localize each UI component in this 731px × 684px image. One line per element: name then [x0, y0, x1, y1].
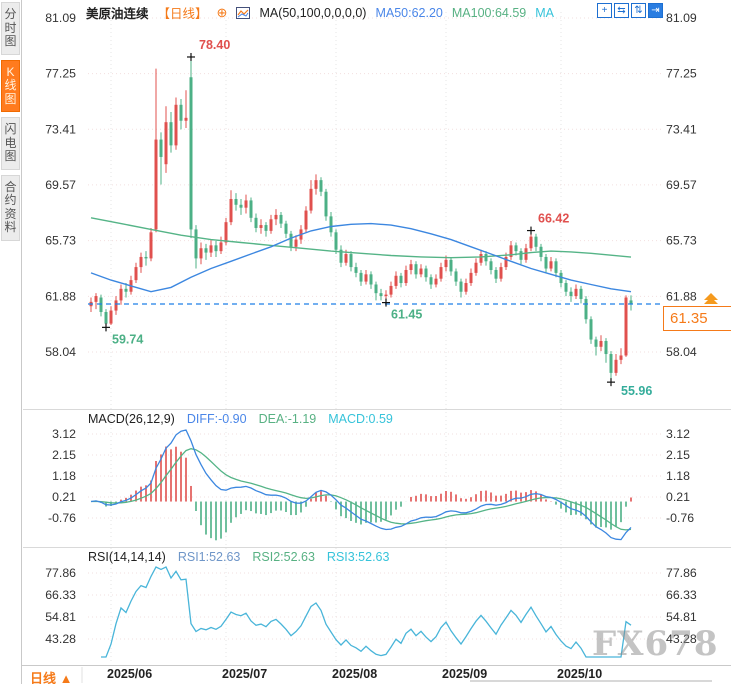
svg-text:69.57: 69.57 [666, 178, 697, 192]
time-axis-bar [0, 665, 731, 684]
svg-text:1.18: 1.18 [666, 469, 690, 483]
rsi2-value: RSI2:52.63 [252, 550, 315, 564]
svg-text:77.86: 77.86 [45, 566, 76, 580]
svg-text:2025/10: 2025/10 [557, 667, 602, 681]
svg-text:77.25: 77.25 [666, 67, 697, 81]
sidebar-tab-lightning[interactable]: 闪电图 [1, 117, 20, 170]
macd-header: MACD(26,12,9) DIFF:-0.90 DEA:-1.19 MACD:… [88, 412, 393, 426]
ma50-value: MA50:62.20 [375, 5, 443, 20]
rsi-header: RSI(14,14,14) RSI1:52.63 RSI2:52.63 RSI3… [88, 550, 389, 564]
svg-text:61.88: 61.88 [666, 289, 697, 303]
ma-more-label: MA [535, 5, 554, 20]
svg-text:65.73: 65.73 [45, 234, 76, 248]
sidebar-tab-kline[interactable]: K线图 [1, 59, 20, 112]
svg-text:1.18: 1.18 [52, 469, 76, 483]
last-price-tag: 61.35 [663, 306, 731, 331]
svg-text:3.12: 3.12 [52, 427, 76, 441]
svg-text:2025/09: 2025/09 [442, 667, 487, 681]
macd-dea-value: DEA:-1.19 [258, 412, 317, 426]
rsi-title[interactable]: RSI(14,14,14) [88, 550, 166, 564]
sidebar-tab-contract-info[interactable]: 合约资料 [1, 174, 20, 241]
go-to-latest-icon[interactable]: ⇥ [648, 3, 663, 18]
svg-text:81.09: 81.09 [666, 11, 697, 25]
svg-text:-0.76: -0.76 [666, 511, 694, 525]
svg-text:-0.76: -0.76 [48, 511, 76, 525]
ma100-value: MA100:64.59 [451, 5, 527, 20]
svg-text:61.45: 61.45 [391, 308, 422, 322]
svg-text:78.40: 78.40 [199, 38, 230, 52]
svg-text:66.33: 66.33 [45, 588, 76, 602]
svg-text:66.33: 66.33 [666, 588, 697, 602]
period-selector[interactable]: 【日线】 [157, 7, 208, 21]
svg-text:2025/06: 2025/06 [107, 667, 152, 681]
svg-text:2025/08: 2025/08 [332, 667, 377, 681]
fit-vertical-icon[interactable]: ⇅ [631, 3, 646, 18]
macd-hist-value: MACD:0.59 [328, 412, 393, 426]
period-tab-daily[interactable]: 日线 ▲ [30, 671, 73, 684]
svg-text:2.15: 2.15 [666, 448, 690, 462]
svg-text:58.04: 58.04 [666, 345, 697, 359]
chart-header: 美原油连续 【日线】 ⊕ MA(50,100,0,0,0,0) MA50:62.… [86, 3, 554, 22]
svg-text:2.15: 2.15 [52, 448, 76, 462]
svg-text:65.73: 65.73 [666, 234, 697, 248]
svg-text:2025/07: 2025/07 [222, 667, 267, 681]
symbol-name: 美原油连续 [86, 7, 149, 21]
macd-diff-value: DIFF:-0.90 [186, 412, 247, 426]
svg-text:43.28: 43.28 [45, 632, 76, 646]
svg-text:77.86: 77.86 [666, 566, 697, 580]
chart-toolbar: + ⇆ ⇅ ⇥ [597, 3, 663, 18]
svg-text:3.12: 3.12 [666, 427, 690, 441]
rsi1-value: RSI1:52.63 [177, 550, 241, 564]
svg-text:54.81: 54.81 [666, 610, 697, 624]
svg-text:61.88: 61.88 [45, 289, 76, 303]
price-alert-arrow-icon[interactable] [704, 293, 718, 304]
svg-text:69.57: 69.57 [45, 178, 76, 192]
svg-text:77.25: 77.25 [45, 67, 76, 81]
sidebar-tab-timeshare[interactable]: 分时图 [1, 2, 20, 55]
chart-type-sidebar: 分时图 K线图 闪电图 合约资料 [0, 0, 22, 684]
ma-settings-label[interactable]: MA(50,100,0,0,0,0) [259, 5, 367, 20]
svg-text:55.96: 55.96 [621, 384, 652, 398]
rsi3-value: RSI3:52.63 [326, 550, 390, 564]
fit-horizontal-icon[interactable]: ⇆ [614, 3, 629, 18]
svg-text:43.28: 43.28 [666, 632, 697, 646]
svg-text:0.21: 0.21 [666, 490, 690, 504]
svg-text:81.09: 81.09 [45, 11, 76, 25]
pan-crosshair-icon[interactable]: + [597, 3, 612, 18]
svg-text:54.81: 54.81 [45, 610, 76, 624]
add-indicator-icon[interactable]: ⊕ [216, 4, 228, 20]
kline-style-icon[interactable] [236, 6, 251, 19]
svg-text:66.42: 66.42 [538, 212, 569, 226]
svg-text:73.41: 73.41 [666, 122, 697, 136]
macd-title[interactable]: MACD(26,12,9) [88, 412, 175, 426]
svg-text:59.74: 59.74 [112, 332, 143, 346]
svg-text:0.21: 0.21 [52, 490, 76, 504]
svg-text:73.41: 73.41 [45, 122, 76, 136]
svg-text:58.04: 58.04 [45, 345, 76, 359]
